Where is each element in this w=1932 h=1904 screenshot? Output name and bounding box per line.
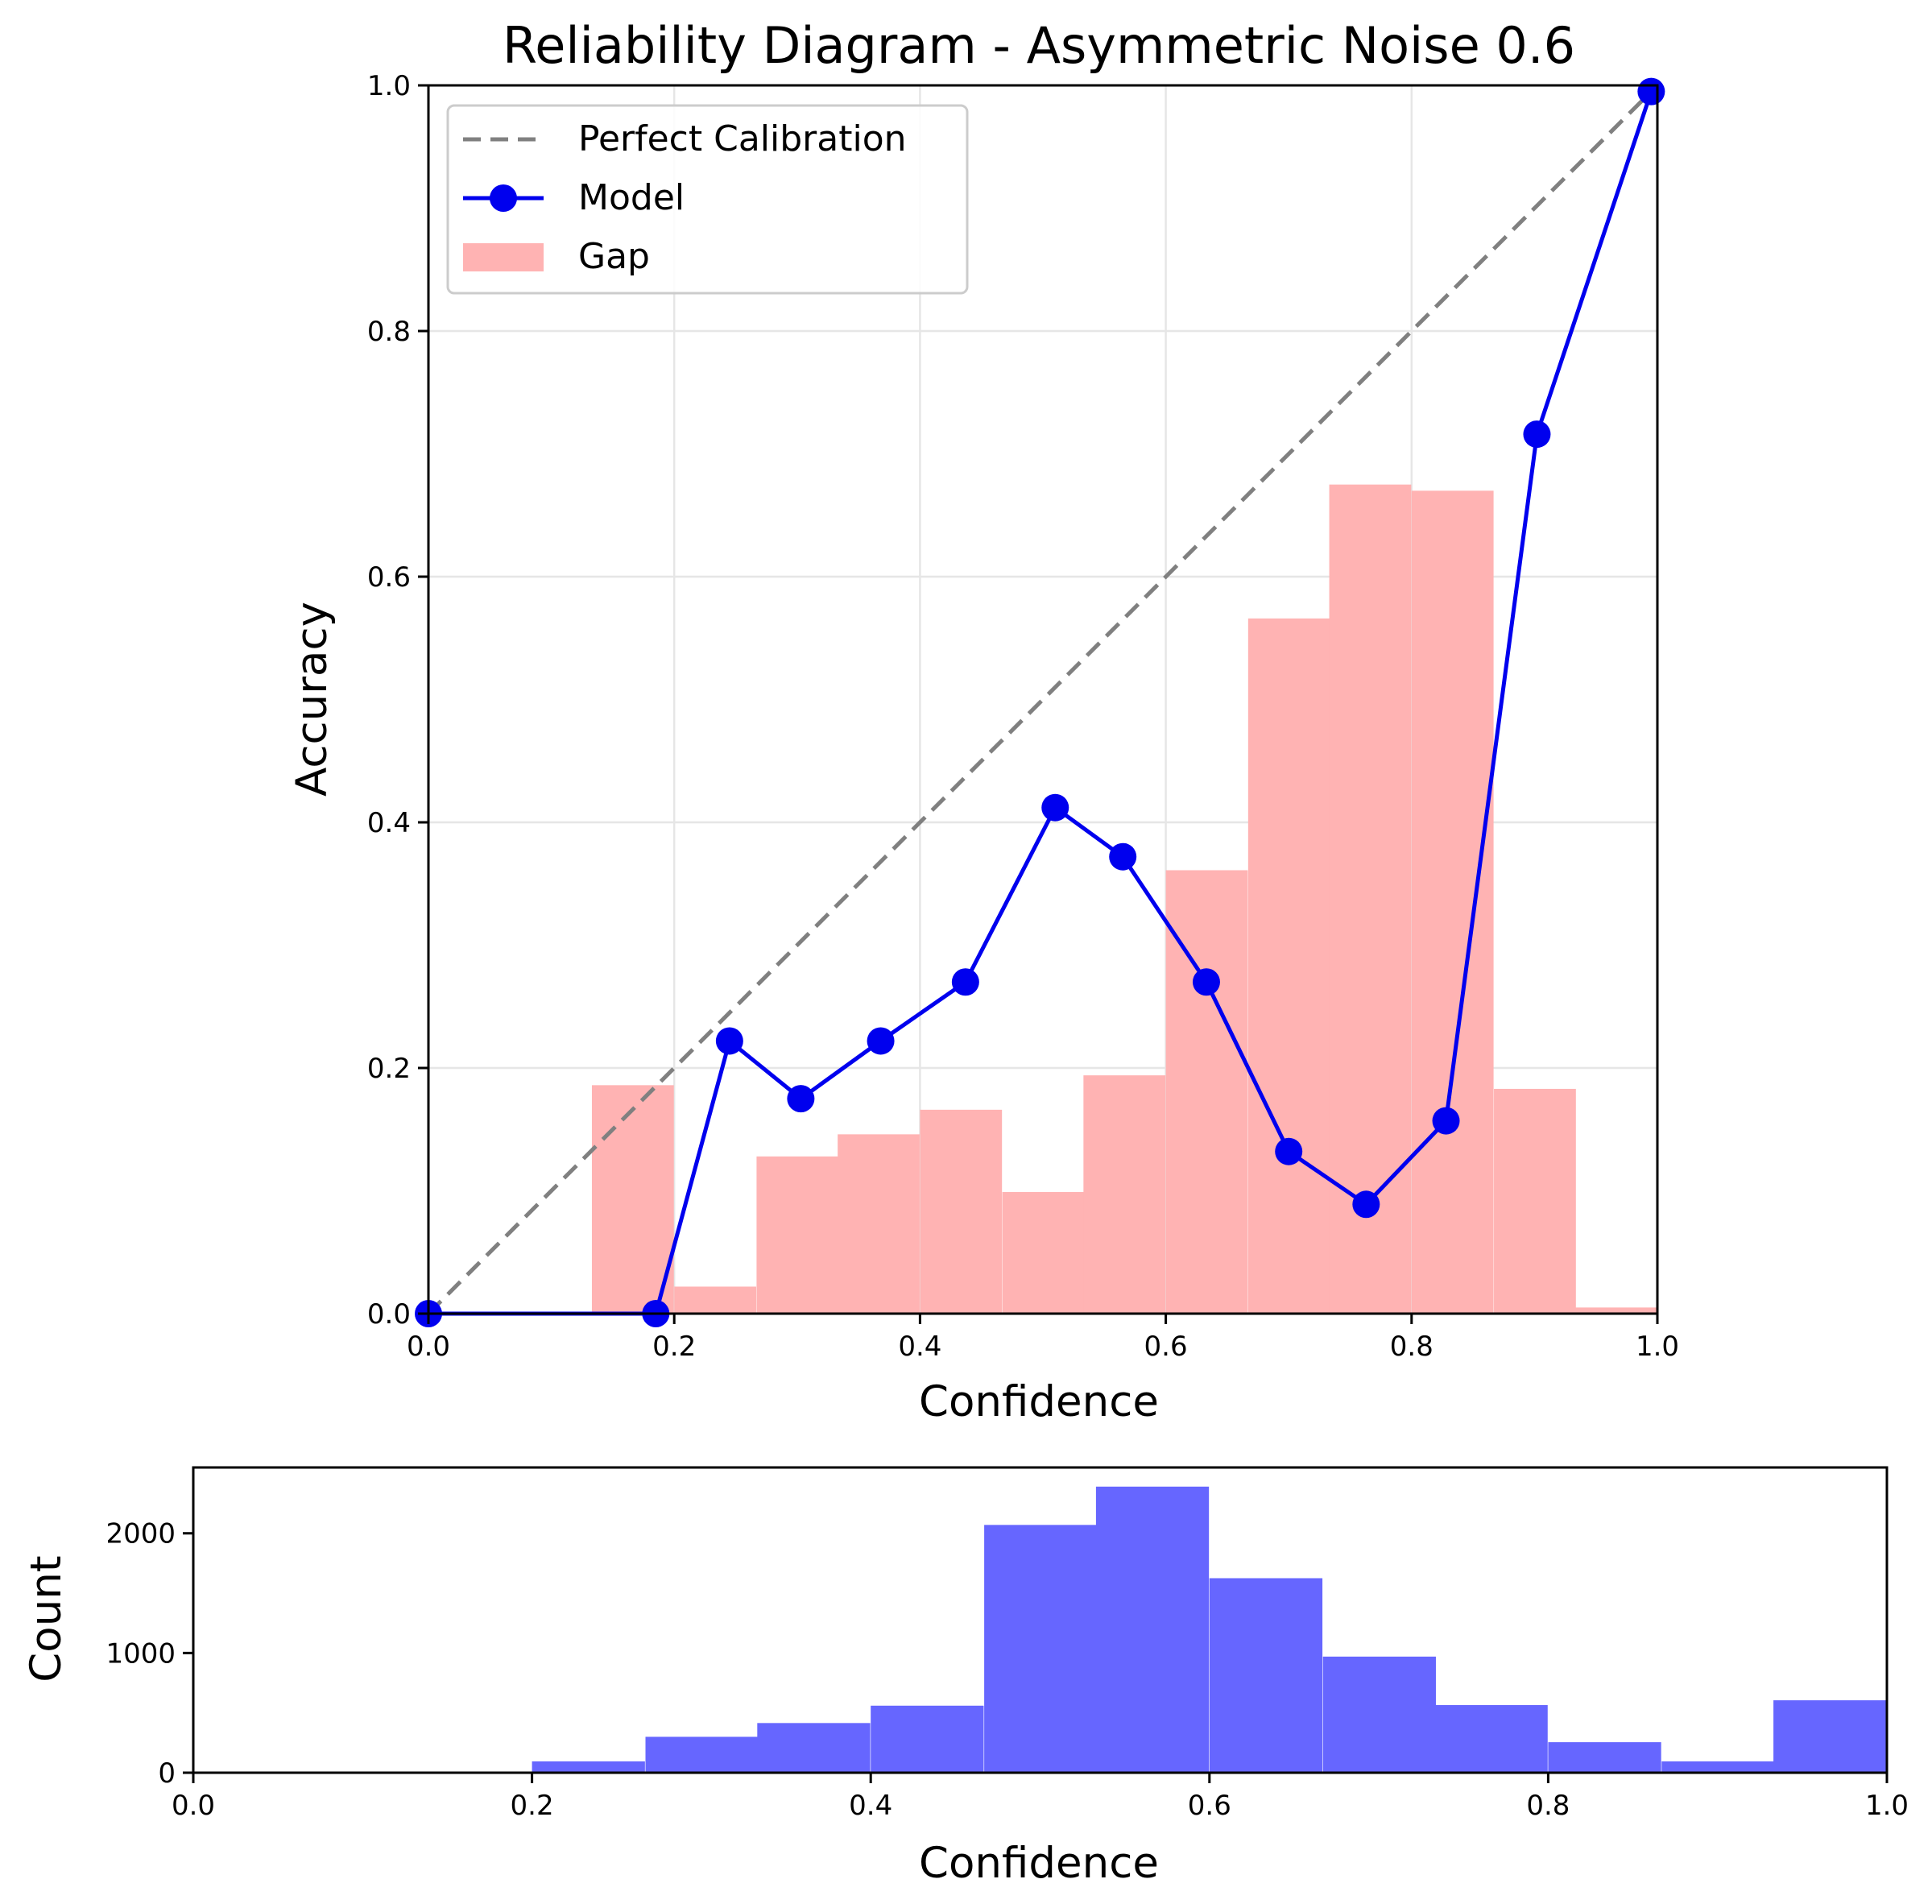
count-bar xyxy=(1095,1486,1210,1773)
model-line xyxy=(428,90,1653,1316)
bottom-y-ticks: 0 1000 2000 xyxy=(105,1518,193,1790)
top-x-tick-label: 0.2 xyxy=(652,1331,696,1363)
chart-title: Reliability Diagram - Asymmetric Noise 0… xyxy=(503,16,1575,75)
count-bar xyxy=(757,1723,871,1773)
bottom-x-tick-label: 0.6 xyxy=(1188,1790,1231,1822)
top-x-ticks: 0.0 0.2 0.4 0.6 0.8 1.0 xyxy=(407,1314,1679,1363)
bottom-x-axis-label: Confidence xyxy=(919,1839,1159,1888)
model-point xyxy=(1109,842,1137,871)
model-point xyxy=(1523,420,1551,449)
model-point xyxy=(1041,793,1069,822)
model-point xyxy=(787,1085,815,1113)
count-bar xyxy=(1434,1705,1548,1773)
bottom-y-tick-label: 0 xyxy=(158,1757,176,1790)
top-x-tick-label: 0.4 xyxy=(898,1331,941,1363)
top-y-tick-label: 0.0 xyxy=(367,1298,411,1331)
perfect-calibration-line xyxy=(427,84,1659,1315)
legend-model-label: Model xyxy=(578,177,685,218)
model-point xyxy=(1192,968,1220,996)
top-x-axis-label: Confidence xyxy=(919,1377,1159,1426)
gap-bar xyxy=(1574,1307,1657,1314)
gap-bar xyxy=(920,1109,1003,1314)
gap-bar xyxy=(1247,618,1330,1314)
count-bar xyxy=(984,1525,1098,1773)
top-y-tick-label: 0.8 xyxy=(367,316,411,348)
top-y-ticks: 0.0 0.2 0.4 0.6 0.8 1.0 xyxy=(367,70,428,1331)
legend: Perfect Calibration Model Gap xyxy=(446,104,969,295)
top-x-tick-label: 1.0 xyxy=(1636,1331,1679,1363)
bottom-axes-frame xyxy=(192,1466,1889,1774)
legend-perfect-calibration-label: Perfect Calibration xyxy=(578,118,907,159)
model-point xyxy=(1275,1137,1303,1165)
bottom-x-tick-label: 0.8 xyxy=(1526,1790,1570,1822)
top-y-tick-label: 0.4 xyxy=(367,807,411,839)
legend-gap-swatch xyxy=(463,243,544,271)
count-bar xyxy=(1322,1656,1436,1773)
gap-bar xyxy=(838,1134,920,1314)
gap-bar xyxy=(1329,484,1412,1314)
gap-bar xyxy=(1083,1075,1166,1314)
top-x-tick-label: 0.8 xyxy=(1390,1331,1433,1363)
top-y-tick-label: 0.6 xyxy=(367,561,411,594)
top-y-tick-label: 1.0 xyxy=(367,70,411,102)
gap-bar xyxy=(756,1156,839,1314)
legend-box xyxy=(446,104,969,295)
gap-bar xyxy=(1002,1192,1085,1314)
model-point xyxy=(1637,77,1665,106)
count-bar xyxy=(645,1736,759,1773)
top-y-axis-label: Accuracy xyxy=(288,602,337,797)
count-bar xyxy=(1661,1761,1775,1773)
model-point xyxy=(951,968,979,996)
count-bar xyxy=(1548,1742,1661,1773)
top-x-tick-label: 0.6 xyxy=(1144,1331,1188,1363)
legend-model-marker xyxy=(490,184,517,212)
bottom-y-tick-label: 1000 xyxy=(105,1637,176,1670)
gap-bar xyxy=(674,1286,756,1314)
count-bar xyxy=(1209,1578,1323,1773)
legend-gap-label: Gap xyxy=(578,236,650,277)
bottom-y-tick-label: 2000 xyxy=(105,1518,176,1550)
model-point xyxy=(1352,1190,1380,1219)
bottom-x-tick-label: 0.0 xyxy=(172,1790,215,1822)
model-points xyxy=(415,77,1665,1327)
bottom-y-axis-label: Count xyxy=(22,1555,71,1682)
bottom-x-tick-label: 0.4 xyxy=(849,1790,892,1822)
gap-bars xyxy=(591,484,1657,1314)
bottom-x-ticks: 0.0 0.2 0.4 0.6 0.8 1.0 xyxy=(172,1773,1909,1822)
model-point xyxy=(867,1027,895,1055)
gap-bar xyxy=(1494,1088,1576,1314)
count-bars xyxy=(532,1486,1887,1773)
gap-bar xyxy=(591,1085,674,1314)
top-x-tick-label: 0.0 xyxy=(407,1331,450,1363)
top-y-tick-label: 0.2 xyxy=(367,1053,411,1085)
count-bar xyxy=(532,1761,645,1773)
gap-bar xyxy=(1411,490,1494,1314)
bottom-x-tick-label: 1.0 xyxy=(1865,1790,1909,1822)
model-point xyxy=(1432,1107,1460,1135)
count-bar xyxy=(871,1705,984,1773)
top-axes-frame xyxy=(427,84,1659,1315)
reliability-diagram-panel: Reliability Diagram - Asymmetric Noise 0… xyxy=(288,16,1679,1426)
model-point xyxy=(715,1027,743,1055)
count-bar xyxy=(1773,1700,1887,1773)
bottom-x-tick-label: 0.2 xyxy=(511,1790,554,1822)
